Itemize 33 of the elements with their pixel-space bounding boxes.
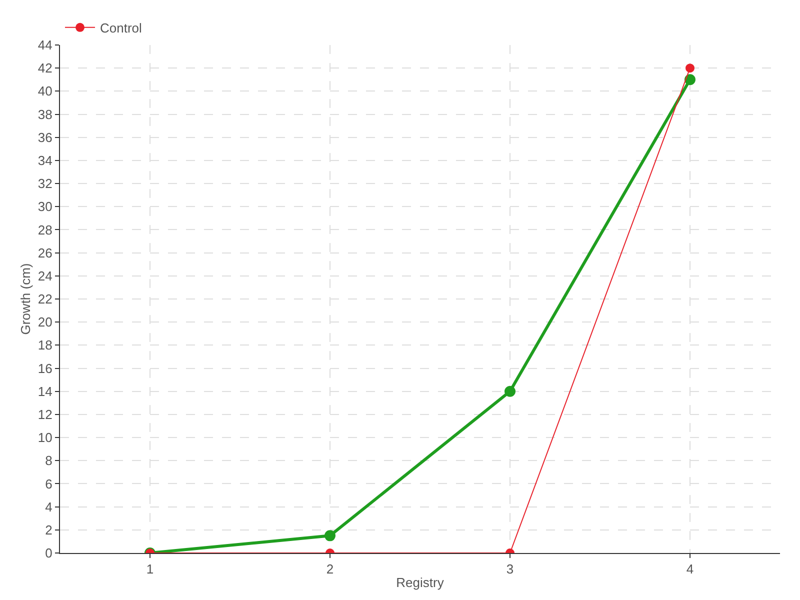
y-tick-label: 30 bbox=[38, 199, 52, 214]
legend-label: Control bbox=[100, 20, 142, 36]
y-tick-label: 16 bbox=[38, 360, 52, 376]
y-axis-title: Growth (cm) bbox=[18, 263, 33, 335]
x-tick-label: 3 bbox=[506, 562, 514, 577]
y-tick-label: 18 bbox=[38, 338, 52, 353]
y-tick-label: 24 bbox=[38, 268, 52, 284]
x-tick-label: 1 bbox=[146, 562, 154, 577]
x-tick-label: 4 bbox=[686, 562, 694, 577]
y-tick-label: 26 bbox=[38, 245, 52, 260]
y-tick-label: 36 bbox=[38, 130, 52, 145]
y-tick-label: 44 bbox=[38, 38, 52, 53]
y-tick-label: 38 bbox=[38, 106, 52, 122]
point bbox=[504, 386, 516, 397]
y-tick-label: 14 bbox=[38, 384, 52, 399]
y-tick-label: 22 bbox=[38, 292, 52, 307]
y-tick-label: 10 bbox=[38, 430, 52, 446]
y-tick-label: 40 bbox=[38, 84, 52, 99]
y-tick-label: 4 bbox=[45, 499, 52, 514]
y-tick-label: 0 bbox=[45, 546, 52, 561]
y-tick-label: 34 bbox=[38, 153, 52, 168]
point bbox=[684, 74, 696, 86]
y-tick-label: 42 bbox=[38, 60, 52, 76]
y-tick-label: 32 bbox=[38, 176, 52, 192]
x-tick-label: 2 bbox=[326, 562, 334, 577]
y-tick-label: 6 bbox=[45, 476, 52, 492]
point bbox=[686, 64, 694, 73]
y-tick-label: 20 bbox=[38, 314, 52, 330]
y-tick-label: 12 bbox=[38, 407, 52, 422]
y-tick-label: 8 bbox=[45, 453, 52, 468]
y-tick-label: 2 bbox=[45, 522, 52, 538]
x-axis-title: Registry bbox=[396, 575, 444, 590]
y-tick-label: 28 bbox=[38, 222, 52, 238]
